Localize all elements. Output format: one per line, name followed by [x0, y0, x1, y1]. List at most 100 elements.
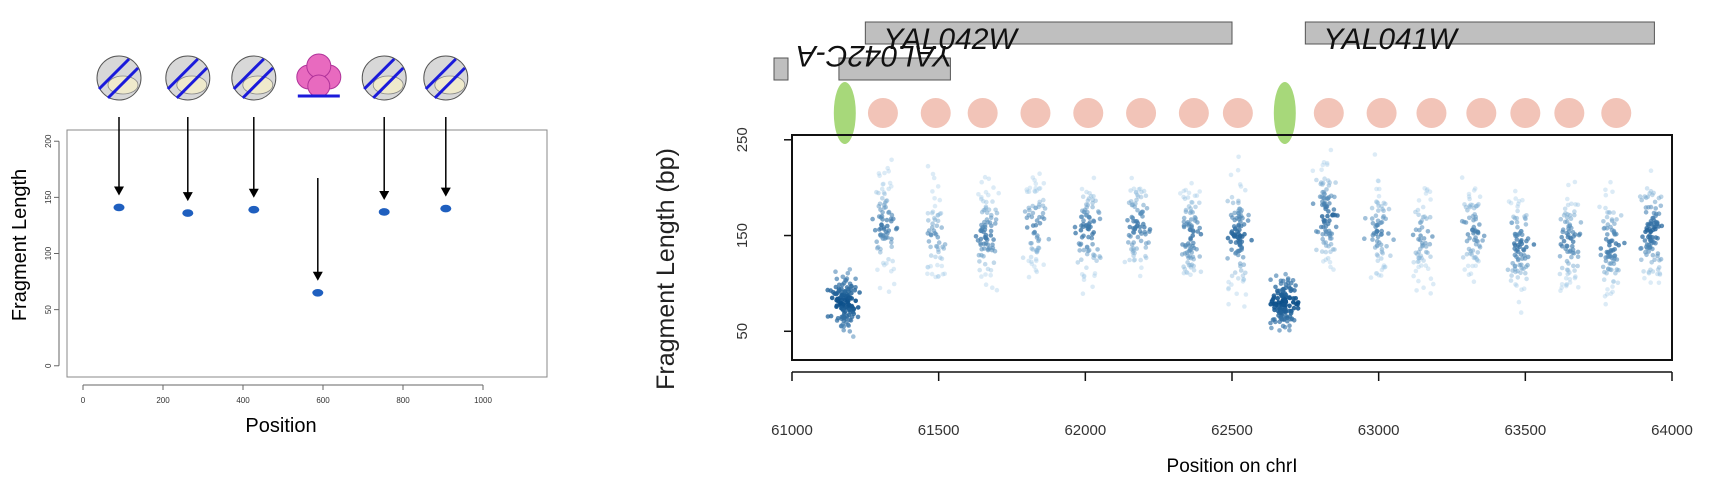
- left-plot-frame: [66, 129, 548, 378]
- data-point: [982, 246, 987, 251]
- nucleosome-marker: [1178, 98, 1209, 128]
- dna-strand: [232, 57, 265, 91]
- data-point: [1558, 216, 1564, 222]
- data-point: [1090, 242, 1095, 247]
- data-point: [1603, 301, 1608, 307]
- data-point: [1323, 249, 1329, 255]
- data-point: [1037, 199, 1042, 205]
- nucleosome-icon: [231, 55, 277, 101]
- data-point: [1418, 246, 1423, 252]
- data-point: [1602, 225, 1607, 231]
- data-point: [1377, 186, 1382, 192]
- data-point: [1034, 249, 1039, 255]
- data-point: [1463, 220, 1469, 225]
- data-point: [976, 192, 981, 197]
- data-point: [1288, 280, 1294, 286]
- data-point: [1189, 199, 1194, 205]
- data-point: [1648, 234, 1653, 240]
- data-point: [1378, 232, 1384, 237]
- data-point: [1565, 196, 1570, 202]
- data-point: [876, 171, 882, 176]
- data-point: [1035, 233, 1040, 238]
- data-point: [1467, 203, 1472, 209]
- data-point: [1648, 188, 1654, 194]
- nucleosome-marker: [1126, 98, 1157, 128]
- data-point: [877, 201, 883, 207]
- data-point: [1268, 277, 1273, 283]
- data-point: [1041, 181, 1047, 186]
- data-point: [1237, 206, 1242, 212]
- data-point: [1383, 201, 1388, 207]
- data-point: [1561, 212, 1567, 218]
- data-point: [1509, 220, 1514, 226]
- data-point: [1474, 238, 1479, 243]
- data-point: [886, 257, 891, 262]
- data-point: [1093, 198, 1098, 204]
- protein-complex-icon: [296, 53, 342, 98]
- data-point: [1187, 243, 1192, 248]
- data-point: [1518, 252, 1524, 257]
- data-point: [1465, 232, 1471, 237]
- data-point: [1427, 214, 1433, 220]
- data-point: [1026, 274, 1032, 280]
- data-point: [928, 232, 934, 237]
- data-point: [1603, 237, 1609, 242]
- data-point: [834, 303, 840, 309]
- data-point: [1188, 217, 1194, 222]
- data-point: [932, 203, 938, 209]
- data-point: [1464, 238, 1470, 244]
- data-point: [1024, 225, 1030, 230]
- data-point: [1566, 226, 1571, 231]
- data-point: [1139, 189, 1144, 195]
- data-point: [1228, 239, 1233, 245]
- data-point: [1462, 202, 1467, 207]
- data-point: [1647, 191, 1652, 196]
- data-point: [1475, 203, 1480, 208]
- data-point: [1372, 152, 1378, 157]
- data-point: [1090, 284, 1095, 290]
- data-point: [1238, 241, 1243, 247]
- data-point: [1418, 233, 1423, 238]
- data-point: [1143, 193, 1149, 198]
- data-point: [1515, 275, 1521, 280]
- data-point: [1198, 231, 1204, 237]
- data-point: [1515, 224, 1520, 230]
- data-point: [1184, 269, 1189, 275]
- data-point: [1320, 182, 1325, 187]
- data-point: [1652, 257, 1657, 263]
- data-point: [1320, 236, 1325, 242]
- data-point: [837, 282, 842, 288]
- data-point: [1519, 262, 1524, 268]
- data-point: [987, 220, 993, 225]
- data-point: [1475, 229, 1481, 235]
- data-point: [880, 182, 886, 187]
- data-point: [1330, 212, 1336, 218]
- data-point: [1192, 215, 1198, 220]
- data-point: [875, 267, 880, 273]
- data-point: [1141, 221, 1146, 227]
- data-point: [1320, 180, 1326, 186]
- data-point: [1418, 237, 1423, 243]
- data-point: [1034, 249, 1040, 255]
- data-point: [1326, 183, 1332, 188]
- data-point: [1650, 269, 1656, 274]
- data-point: [935, 218, 941, 224]
- data-point: [1384, 244, 1389, 249]
- data-point: [1481, 233, 1487, 239]
- data-point: [1614, 257, 1620, 262]
- data-point: [1241, 277, 1247, 282]
- data-point: [931, 175, 937, 181]
- data-point: [1189, 262, 1195, 268]
- data-point: [1656, 265, 1662, 270]
- data-point: [1086, 196, 1092, 201]
- data-point: [1030, 203, 1035, 209]
- data-point: [1275, 290, 1281, 296]
- data-point: [889, 240, 894, 245]
- data-point: [1332, 194, 1337, 200]
- data-point: [1557, 253, 1563, 259]
- data-point: [1078, 227, 1084, 233]
- data-point: [1245, 218, 1251, 223]
- data-point: [928, 263, 933, 269]
- data-point: [1295, 306, 1301, 311]
